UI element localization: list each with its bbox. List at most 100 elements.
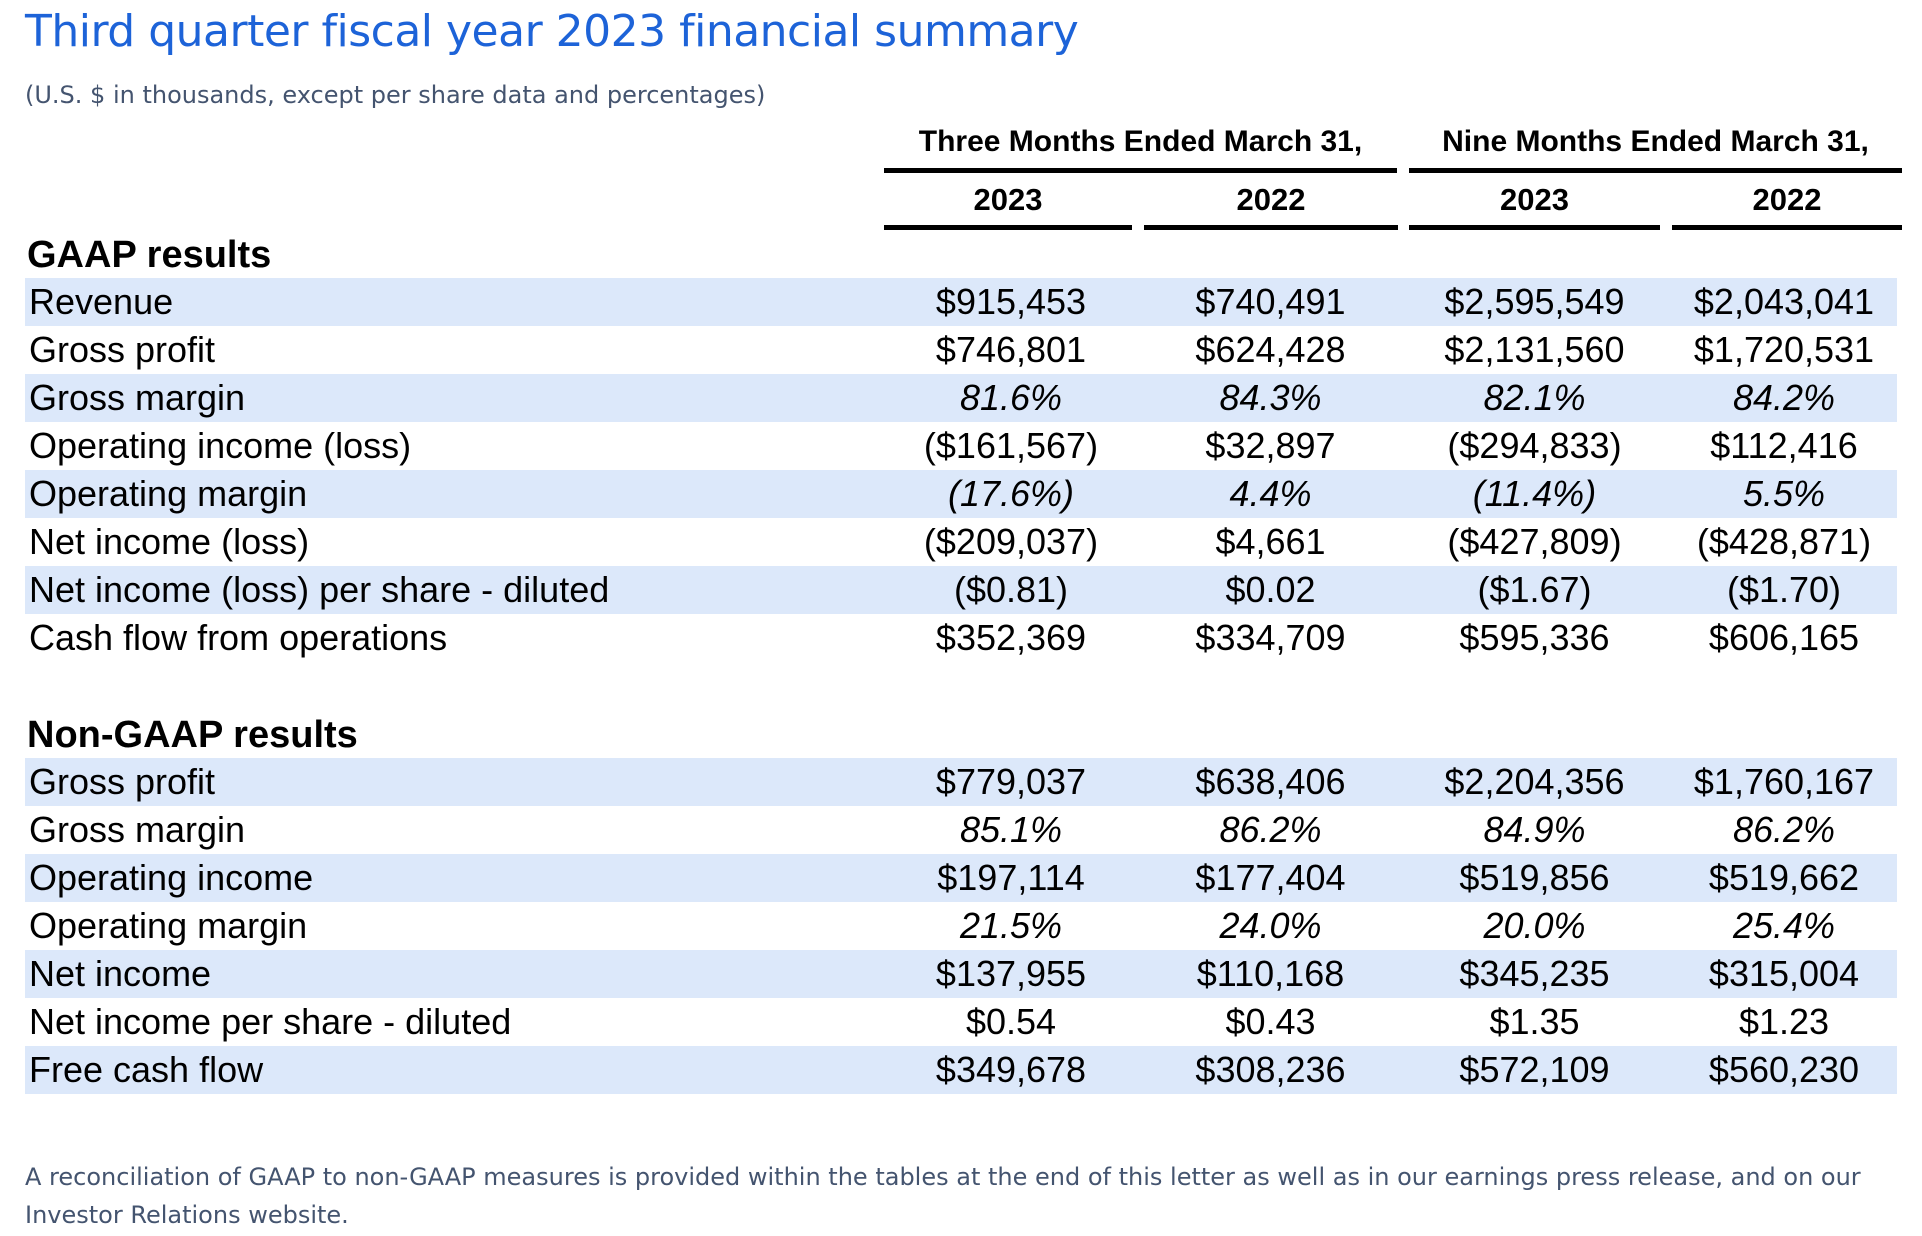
row-value: $4,661 [1215,520,1326,562]
table-row: Free cash flow $349,678 $308,236 $572,109 $5… [25,1045,1897,1094]
row-label: Gross profit [29,328,216,370]
row-value: 24.0% [1219,904,1322,946]
column-group-header-row: Three Months Ended March 31, Nine Months… [25,125,1902,173]
row-value: 85.1% [959,808,1063,850]
row-value: $638,406 [1195,760,1346,802]
row-value: 82.1% [1483,376,1586,418]
row-value: $0.02 [1225,568,1316,610]
row-value: 86.2% [1732,808,1836,850]
row-value: $746,801 [935,328,1087,370]
table-row: Operating margin (17.6%) 4.4% (11.4%) 5.5% [25,469,1897,518]
row-value: $352,369 [935,616,1087,658]
row-value: $334,709 [1195,616,1346,658]
row-value: $110,168 [1196,952,1345,994]
table-section: Non-GAAP results Gross profit $779,037 $638… [25,710,1897,1094]
row-value: $595,336 [1459,616,1610,658]
row-value: ($209,037) [923,520,1099,562]
row-value: ($1.70) [1726,568,1842,610]
page-title: Third quarter fiscal year 2023 financial… [25,6,1079,57]
header-spacer [25,125,884,173]
row-value: $606,165 [1708,616,1860,658]
row-value: $2,204,356 [1444,760,1625,802]
row-value: 81.6% [959,376,1063,418]
table-row: Operating income (loss) ($161,567) $32,897… [25,422,1897,470]
row-label: Net income (loss) per share - diluted [29,568,610,610]
row-label: Revenue [29,280,174,322]
row-label: Operating income (loss) [29,424,412,466]
table-row: Gross profit $779,037 $638,406 $2,204,356 $1… [25,757,1897,806]
row-value: $519,856 [1459,856,1610,898]
table-row: Operating margin 21.5% 24.0% 20.0% 25.4% [25,902,1897,950]
table-row: Operating income $197,114 $177,404 $519,856… [25,853,1897,902]
column-group-nine-months: Nine Months Ended March 31, [1409,125,1902,173]
row-value: $624,428 [1195,328,1346,370]
header-spacer [25,173,884,230]
column-group-three-months: Three Months Ended March 31, [884,125,1397,173]
row-value: $519,662 [1708,856,1860,898]
page-subtitle: (U.S. $ in thousands, except per share d… [25,80,766,109]
row-value: (11.4%) [1472,472,1597,514]
row-value: (17.6%) [947,472,1075,514]
row-value: 25.4% [1732,904,1836,946]
row-label: Operating margin [29,904,308,946]
table-row: Net income per share - diluted $0.54 $0.43… [25,998,1897,1046]
row-value: 84.9% [1483,808,1586,850]
row-value: ($294,833) [1447,424,1622,466]
table-row: Net income (loss) per share - diluted ($0… [25,565,1897,614]
row-value: $137,955 [935,952,1087,994]
financial-table: Three Months Ended March 31, Nine Months… [25,125,1902,1094]
row-value: $1,720,531 [1693,328,1875,370]
row-value: $2,043,041 [1693,280,1875,322]
row-label: Gross margin [29,808,246,850]
table-sections: GAAP results Revenue $915,453 $740,491 $2,59… [25,230,1897,1094]
row-value: $308,236 [1195,1048,1346,1090]
row-value: 84.2% [1732,376,1836,418]
row-value: ($427,809) [1447,520,1622,562]
row-value: $1,760,167 [1693,760,1875,802]
row-value: ($1.67) [1477,568,1592,610]
row-value: 84.3% [1219,376,1322,418]
year-header-row: 2023 2022 2023 2022 [25,173,1902,230]
row-value: $32,897 [1205,424,1336,466]
row-value: 20.0% [1483,904,1586,946]
row-value: $740,491 [1195,280,1346,322]
row-label: Gross margin [29,376,246,418]
row-value: $315,004 [1708,952,1860,994]
section-heading: Non-GAAP results [27,713,358,756]
row-value: $2,595,549 [1444,280,1625,322]
row-value: $915,453 [935,280,1087,322]
year-header-9m-2022: 2022 [1672,173,1902,230]
row-label: Net income per share - diluted [29,1000,512,1042]
row-value: ($0.81) [953,568,1069,610]
row-value: 86.2% [1219,808,1322,850]
row-value: $345,235 [1459,952,1610,994]
footnote: A reconciliation of GAAP to non-GAAP mea… [25,1162,1861,1229]
row-value: $560,230 [1708,1048,1860,1090]
row-value: $197,114 [937,856,1085,898]
table-row: Revenue $915,453 $740,491 $2,595,549 $2,043,… [25,277,1897,326]
row-value: $572,109 [1459,1048,1610,1090]
row-value: 5.5% [1742,472,1826,514]
row-label: Net income (loss) [29,520,310,562]
row-value: $1.35 [1489,1000,1580,1042]
row-value: $112,416 [1710,424,1858,466]
year-header-3m-2023: 2023 [884,173,1132,230]
row-value: 4.4% [1229,472,1312,514]
table-row: Cash flow from operations $352,369 $334,70… [25,614,1897,662]
row-value: ($161,567) [923,424,1099,466]
row-label: Cash flow from operations [29,616,448,658]
row-value: $0.43 [1225,1000,1316,1042]
row-value: ($428,871) [1696,520,1872,562]
row-label: Operating margin [29,472,308,514]
row-value: $2,131,560 [1444,328,1625,370]
table-row: Gross margin 81.6% 84.3% 82.1% 84.2% [25,373,1897,422]
section-heading: GAAP results [27,233,272,276]
year-header-9m-2023: 2023 [1409,173,1660,230]
table-row: Gross profit $746,801 $624,428 $2,131,560 $1… [25,326,1897,374]
table-section: GAAP results Revenue $915,453 $740,491 $2,59… [25,230,1897,662]
table-row: Net income (loss) ($209,037) $4,661 ($427,8… [25,518,1897,566]
row-label: Free cash flow [29,1048,264,1090]
row-value: $779,037 [935,760,1087,802]
row-value: $1.23 [1738,1000,1830,1042]
